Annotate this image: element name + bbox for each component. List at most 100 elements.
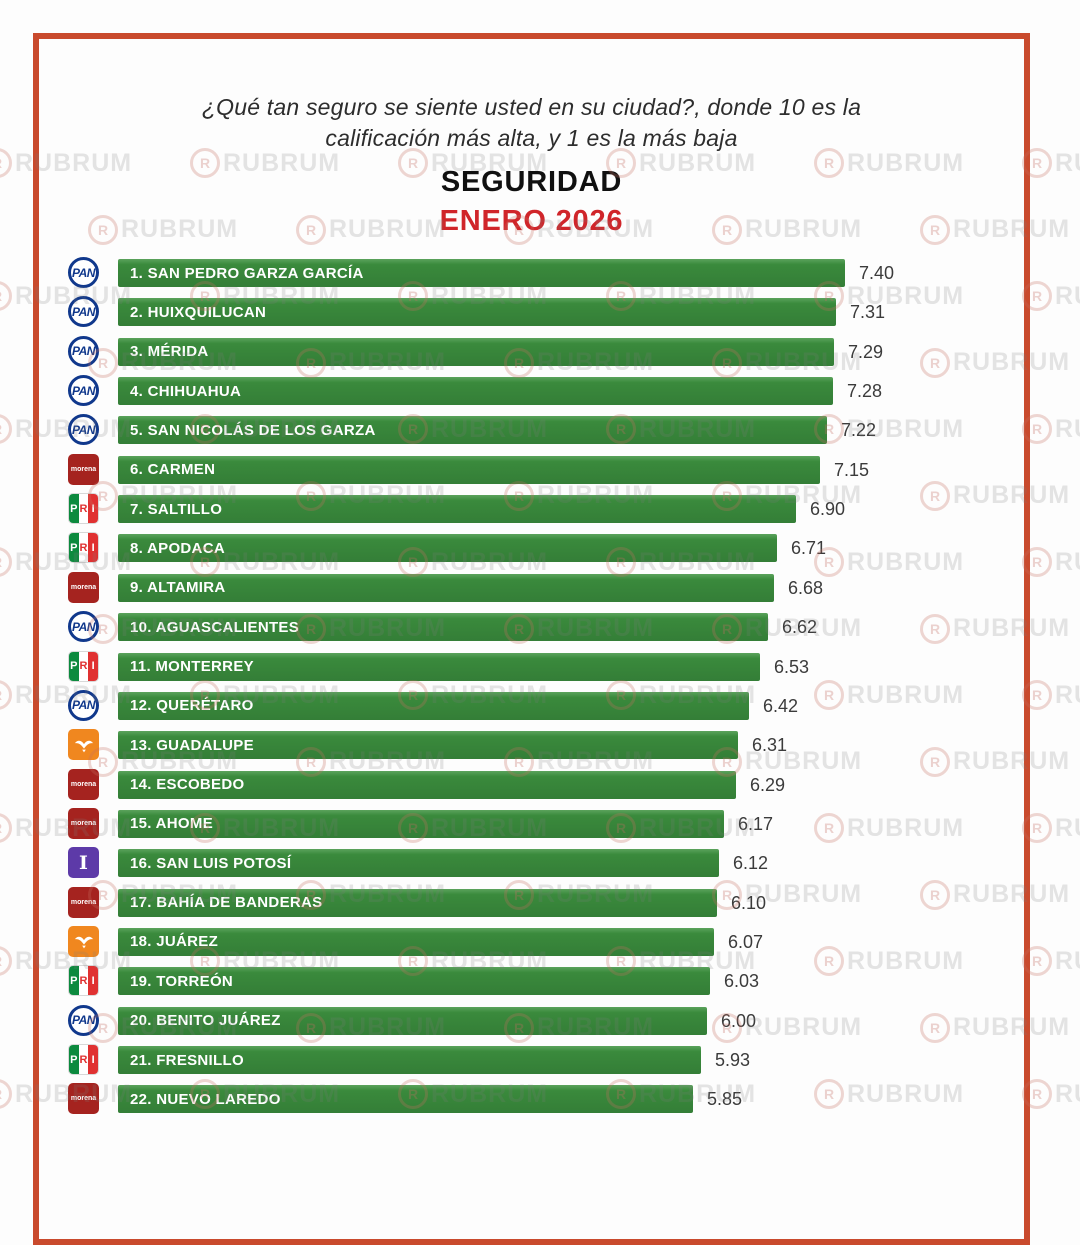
city-label: 10. AGUASCALIENTES (130, 618, 300, 636)
city-label: 7. SALTILLO (130, 500, 223, 518)
chart-subtitle: ENERO 2026 (439, 205, 624, 237)
morena-party-icon: morena (68, 1083, 99, 1115)
city-label: 11. MONTERREY (130, 658, 254, 675)
chart-row-21: P R I 21. FRESNILLO 5.93 (0, 1044, 1080, 1075)
chart-row-17: morena 17. BAHÍA DE BANDERAS 6.10 (0, 886, 1080, 918)
pan-party-icon: PAN (68, 257, 99, 288)
chart-row-19: P R I 19. TORREÓN 6.03 (0, 965, 1080, 997)
city-label: 4. CHIHUAHUA (130, 382, 242, 400)
city-label: 15. AHOME (130, 815, 213, 833)
eagle-icon (74, 740, 93, 753)
chart-row-2: PAN 2. HUIXQUILUCAN 7.31 (0, 296, 1080, 328)
city-label: 21. FRESNILLO (130, 1051, 244, 1069)
mc-party-icon (68, 925, 99, 957)
score-value: 6.68 (788, 577, 824, 598)
morena-party-icon: morena (68, 768, 99, 800)
score-bar: 19. TORREÓN (118, 967, 710, 996)
score-bar: 17. BAHÍA DE BANDERAS (118, 888, 717, 917)
score-bar: 21. FRESNILLO (118, 1046, 701, 1074)
pan-party-icon: PAN (68, 414, 99, 446)
score-value: 6.10 (731, 892, 767, 913)
city-label: 19. TORREÓN (130, 972, 234, 990)
score-bar: 22. NUEVO LAREDO (118, 1085, 693, 1114)
score-value: 6.12 (733, 853, 769, 874)
pan-party-icon: PAN (68, 375, 99, 407)
score-value: 6.53 (774, 656, 810, 677)
chart-row-6: morena 6. CARMEN 7.15 (0, 453, 1080, 485)
score-value: 6.42 (763, 695, 799, 716)
score-bar: 2. HUIXQUILUCAN (118, 298, 836, 327)
pan-party-icon: PAN (68, 611, 99, 643)
pan-party-icon: PAN (68, 1004, 99, 1036)
score-value: 6.07 (728, 931, 764, 952)
chart-row-22: morena 22. NUEVO LAREDO 5.85 (0, 1083, 1080, 1115)
city-label: 13. GUADALUPE (130, 736, 254, 754)
score-bar: 20. BENITO JUÁREZ (118, 1006, 707, 1035)
city-label: 6. CARMEN (130, 461, 216, 479)
score-value: 7.31 (850, 302, 886, 323)
city-label: 1. SAN PEDRO GARZA GARCÍA (130, 264, 364, 282)
city-label: 18. JUÁREZ (130, 933, 219, 951)
score-bar: 1. SAN PEDRO GARZA GARCÍA (118, 259, 845, 287)
score-bar: 5. SAN NICOLÁS DE LOS GARZA (118, 416, 827, 445)
chart-row-13: 13. GUADALUPE 6.31 (0, 729, 1080, 761)
score-bar: 15. AHOME (118, 809, 724, 838)
score-bar: 4. CHIHUAHUA (118, 377, 833, 406)
score-bar: 3. MÉRIDA (118, 337, 834, 366)
survey-question-line1: ¿Qué tan seguro se siente usted en su ci… (201, 94, 862, 120)
indep-party-icon: I (68, 847, 99, 879)
chart-row-5: PAN 5. SAN NICOLÁS DE LOS GARZA 7.22 (0, 414, 1080, 446)
score-bar: 12. QUERÉTARO (118, 691, 749, 720)
chart-row-10: PAN 10. AGUASCALIENTES 6.62 (0, 611, 1080, 643)
city-label: 22. NUEVO LAREDO (130, 1090, 281, 1108)
city-label: 3. MÉRIDA (130, 343, 209, 361)
score-value: 5.85 (707, 1089, 743, 1110)
chart-row-14: morena 14. ESCOBEDO 6.29 (0, 768, 1080, 800)
score-value: 6.29 (750, 774, 786, 795)
score-value: 6.31 (752, 735, 788, 756)
chart-row-8: P R I 8. APODACA 6.71 (0, 532, 1080, 564)
pan-party-icon: PAN (68, 335, 99, 367)
score-bar: 18. JUÁREZ (118, 927, 714, 956)
pan-party-icon: PAN (68, 296, 99, 328)
mc-party-icon (68, 729, 99, 761)
city-label: 17. BAHÍA DE BANDERAS (130, 894, 323, 912)
chart-row-12: PAN 12. QUERÉTARO 6.42 (0, 689, 1080, 721)
morena-party-icon: morena (68, 571, 99, 603)
chart-row-7: P R I 7. SALTILLO 6.90 (0, 493, 1080, 525)
chart-header: ¿Qué tan seguro se siente usted en su ci… (39, 92, 1024, 238)
score-value: 6.00 (721, 1010, 757, 1031)
score-value: 6.90 (810, 499, 846, 520)
score-value: 6.17 (738, 813, 774, 834)
score-value: 5.93 (715, 1050, 751, 1070)
morena-party-icon: morena (68, 453, 99, 485)
chart-row-4: PAN 4. CHIHUAHUA 7.28 (0, 375, 1080, 407)
chart-title: SEGURIDAD (440, 166, 623, 198)
score-bar: 7. SALTILLO (118, 495, 796, 524)
chart-row-18: 18. JUÁREZ 6.07 (0, 925, 1080, 957)
survey-question-line2: calificación más alta, y 1 es la más baj… (325, 125, 738, 151)
security-ranking-chart: PAN 1. SAN PEDRO GARZA GARCÍA 7.40 PAN 2. HU… (0, 257, 1080, 1115)
score-value: 7.40 (859, 263, 895, 283)
score-bar: 14. ESCOBEDO (118, 770, 736, 799)
morena-party-icon: morena (68, 807, 99, 839)
eagle-icon (74, 937, 93, 949)
city-label: 12. QUERÉTARO (130, 697, 254, 715)
city-label: 2. HUIXQUILUCAN (130, 303, 267, 321)
chart-row-20: PAN 20. BENITO JUÁREZ 6.00 (0, 1004, 1080, 1036)
score-value: 7.22 (841, 420, 877, 441)
score-bar: 16. SAN LUIS POTOSÍ (118, 849, 719, 878)
pan-party-icon: PAN (68, 689, 99, 721)
city-label: 16. SAN LUIS POTOSÍ (130, 854, 292, 872)
score-bar: 13. GUADALUPE (118, 731, 738, 760)
city-label: 8. APODACA (130, 539, 225, 557)
score-value: 7.15 (834, 459, 870, 480)
chart-row-9: morena 9. ALTAMIRA 6.68 (0, 571, 1080, 603)
score-bar: 6. CARMEN (118, 455, 820, 484)
city-label: 20. BENITO JUÁREZ (130, 1012, 281, 1030)
city-label: 5. SAN NICOLÁS DE LOS GARZA (130, 421, 376, 439)
score-bar: 9. ALTAMIRA (118, 573, 774, 602)
score-bar: 8. APODACA (118, 534, 777, 563)
